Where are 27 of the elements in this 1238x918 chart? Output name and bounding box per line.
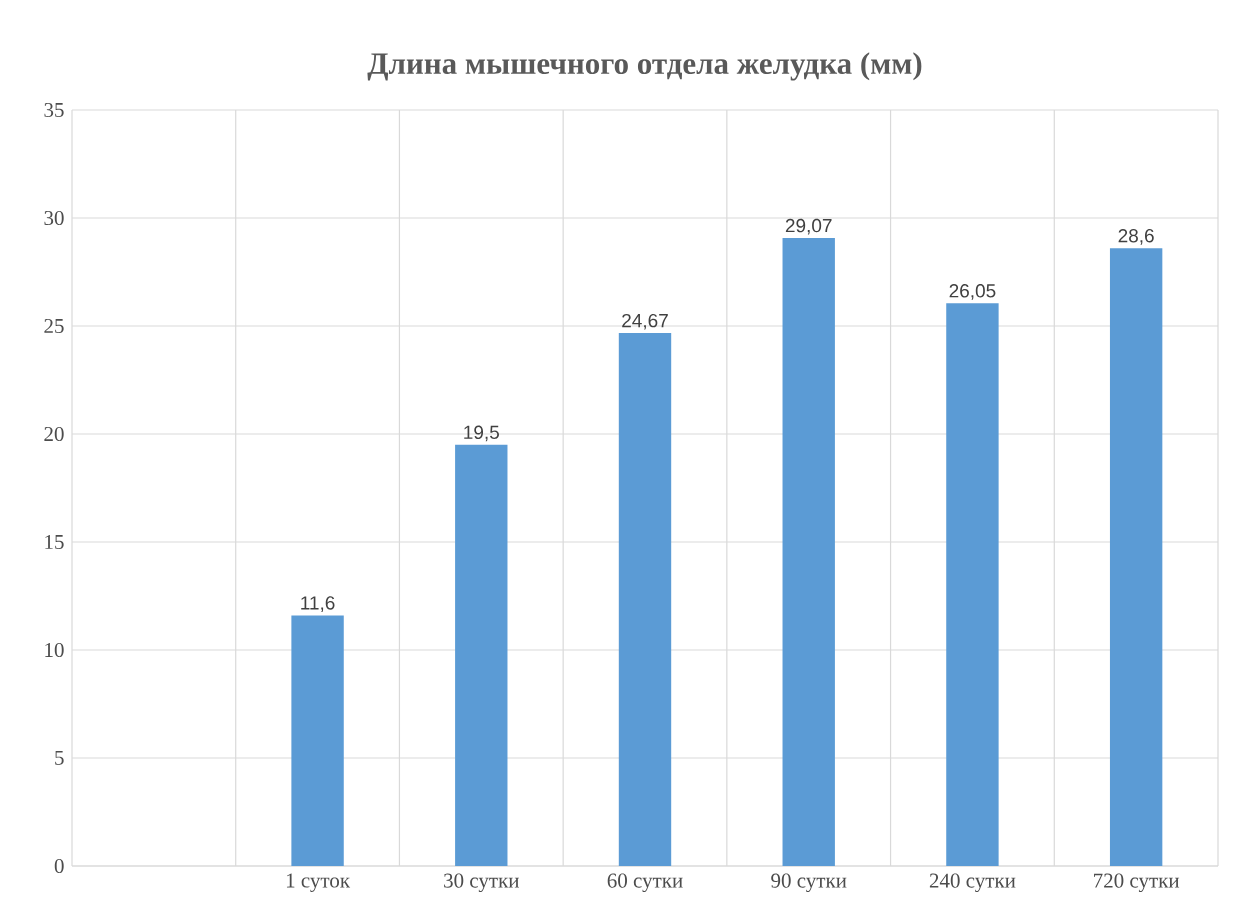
data-label: 11,6 [301,596,335,612]
x-tick-label: 240 сутки [929,873,1016,893]
y-tick-label: 0 [54,858,64,874]
x-tick-label: 720 сутки [1094,873,1180,893]
bar [291,615,344,866]
y-tick-label: 10 [45,642,64,658]
x-tick-label: 90 сутки [771,873,847,893]
bar [1109,248,1163,866]
bar [946,303,999,866]
x-tick-label: 60 сутки [607,873,683,893]
bar [455,444,508,866]
bar [618,333,672,866]
y-tick-label: 35 [44,102,64,118]
chart-title: Длина мышечного отдела желудка (мм) [367,52,922,81]
x-tick-label: 30 сутки [444,873,520,893]
y-tick-label: 20 [44,426,64,442]
data-label: 29,07 [785,218,832,235]
data-label: 28,6 [1118,229,1154,245]
data-label: 19,5 [464,425,499,442]
y-tick-label: 5 [55,751,64,765]
y-tick-label: 25 [44,318,64,334]
x-tick-label: 1 суток [286,873,351,892]
y-tick-label: 30 [44,210,64,226]
data-label: 26,05 [949,284,996,300]
bar [782,238,835,866]
y-tick-label: 15 [45,534,64,550]
data-label: 24,67 [622,313,668,330]
